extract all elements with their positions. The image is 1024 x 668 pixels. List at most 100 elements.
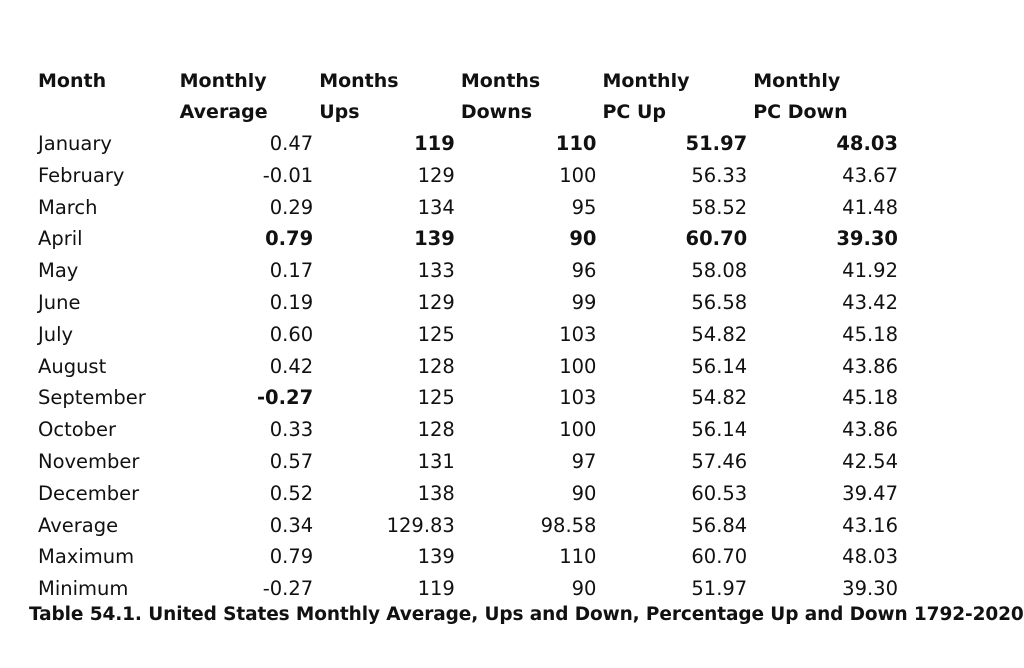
table-row: November 0.57 131 97 57.46 42.54	[38, 446, 898, 478]
cell-month: June	[38, 290, 81, 314]
column-header-months-ups: Months Ups	[313, 66, 455, 128]
cell-month: April	[38, 227, 83, 251]
table-row: September -0.27 125 103 54.82 45.18	[38, 382, 898, 414]
cell-monthly-average: 0.42	[269, 354, 314, 378]
cell-monthly-pc-up: 56.33	[691, 163, 748, 187]
cell-month: February	[38, 163, 125, 187]
column-header-monthly-average: Monthly Average	[180, 66, 314, 128]
column-header-line	[38, 97, 180, 128]
cell-months-ups: 139	[417, 545, 455, 569]
cell-monthly-pc-down: 43.86	[842, 418, 898, 442]
cell-months-downs: 90	[571, 481, 597, 505]
cell-monthly-pc-up: 56.84	[691, 513, 748, 537]
cell-months-ups: 129	[417, 163, 455, 187]
table-row: July 0.60 125 103 54.82 45.18	[38, 319, 898, 351]
cell-months-downs: 103	[559, 386, 597, 410]
cell-months-downs: 110	[555, 132, 597, 155]
cell-monthly-pc-down: 45.18	[842, 322, 898, 346]
column-header-line: Months	[460, 70, 541, 92]
cell-month: March	[38, 195, 98, 219]
monthly-stats-table: Month Monthly Average Months Ups Months …	[38, 66, 898, 605]
cell-month: July	[38, 322, 74, 346]
cell-monthly-average: 0.47	[269, 132, 314, 155]
cell-monthly-pc-down: 41.92	[842, 259, 898, 283]
column-header-line: Monthly	[602, 70, 690, 92]
cell-monthly-pc-up: 51.97	[691, 577, 748, 601]
table-body: January 0.47 119 110 51.97 48.03 Februar…	[38, 128, 898, 605]
cell-months-downs: 100	[559, 354, 597, 378]
cell-monthly-average: -0.27	[256, 386, 314, 410]
cell-months-ups: 128	[417, 354, 455, 378]
cell-monthly-average: 0.34	[269, 513, 314, 537]
cell-months-downs: 100	[559, 418, 597, 442]
cell-monthly-pc-down: 43.16	[842, 513, 898, 537]
cell-month: November	[38, 449, 140, 473]
column-header-month: Month	[38, 66, 180, 128]
cell-month: December	[38, 481, 140, 505]
cell-month: October	[38, 418, 117, 442]
cell-monthly-pc-up: 56.58	[691, 290, 748, 314]
column-header-line: Month	[38, 70, 107, 92]
table-header: Month Monthly Average Months Ups Months …	[38, 66, 898, 128]
column-header-months-downs: Months Downs	[455, 66, 597, 128]
cell-months-downs: 100	[559, 163, 597, 187]
header-row: Month Monthly Average Months Ups Months …	[38, 66, 898, 128]
cell-monthly-pc-down: 45.18	[842, 386, 898, 410]
cell-months-ups: 133	[417, 259, 455, 283]
cell-monthly-pc-up: 57.46	[691, 449, 748, 473]
cell-monthly-average: 0.33	[269, 418, 314, 442]
cell-months-ups: 131	[417, 449, 455, 473]
table-caption: Table 54.1. United States Monthly Averag…	[29, 604, 1024, 625]
cell-monthly-average: 0.79	[265, 227, 314, 251]
cell-months-downs: 96	[571, 259, 597, 283]
cell-months-ups: 128	[417, 418, 455, 442]
cell-monthly-average: 0.29	[269, 195, 314, 219]
cell-monthly-average: 0.19	[269, 290, 314, 314]
cell-monthly-pc-down: 39.47	[842, 481, 898, 505]
table-row: February -0.01 129 100 56.33 43.67	[38, 160, 898, 192]
summary-row-maximum: Maximum 0.79 139 110 60.70 48.03	[38, 541, 898, 573]
cell-months-downs: 103	[559, 322, 597, 346]
cell-months-downs: 110	[559, 545, 597, 569]
cell-monthly-pc-up: 58.52	[691, 195, 748, 219]
cell-monthly-average: 0.52	[269, 481, 314, 505]
column-header-monthly-pc-down: Monthly PC Down	[747, 66, 898, 128]
table-row: December 0.52 138 90 60.53 39.47	[38, 478, 898, 510]
cell-months-ups: 125	[417, 386, 455, 410]
cell-monthly-pc-down: 48.03	[836, 132, 898, 155]
cell-monthly-average: -0.01	[262, 163, 314, 187]
cell-months-downs: 97	[571, 449, 597, 473]
column-header-line: Downs	[460, 101, 533, 123]
cell-monthly-pc-up: 54.82	[691, 386, 748, 410]
cell-monthly-average: -0.27	[262, 577, 314, 601]
cell-months-ups: 119	[414, 132, 455, 155]
table-row: January 0.47 119 110 51.97 48.03	[38, 128, 898, 160]
cell-monthly-pc-up: 56.14	[691, 418, 748, 442]
table-row: May 0.17 133 96 58.08 41.92	[38, 255, 898, 287]
cell-monthly-average: 0.79	[269, 545, 314, 569]
table-row: October 0.33 128 100 56.14 43.86	[38, 414, 898, 446]
column-header-line: Months	[319, 70, 399, 92]
cell-monthly-pc-down: 43.67	[842, 163, 898, 187]
cell-monthly-pc-up: 60.70	[685, 227, 748, 251]
cell-monthly-pc-down: 41.48	[842, 195, 898, 219]
cell-months-ups: 139	[414, 227, 455, 251]
cell-monthly-pc-down: 43.86	[842, 354, 898, 378]
cell-monthly-average: 0.17	[269, 259, 314, 283]
cell-month: January	[38, 132, 112, 155]
cell-monthly-pc-up: 58.08	[691, 259, 748, 283]
cell-monthly-pc-up: 60.53	[691, 481, 748, 505]
cell-monthly-average: 0.57	[269, 449, 314, 473]
summary-row-average: Average 0.34 129.83 98.58 56.84 43.16	[38, 510, 898, 542]
cell-month: Maximum	[38, 545, 135, 569]
cell-months-ups: 125	[417, 322, 455, 346]
cell-months-ups: 134	[417, 195, 455, 219]
cell-months-ups: 119	[417, 577, 455, 601]
cell-monthly-pc-down: 42.54	[842, 449, 898, 473]
cell-monthly-average: 0.60	[269, 322, 314, 346]
cell-months-downs: 99	[571, 290, 597, 314]
cell-monthly-pc-up: 54.82	[691, 322, 748, 346]
cell-monthly-pc-down: 48.03	[842, 545, 898, 569]
cell-monthly-pc-up: 56.14	[691, 354, 748, 378]
